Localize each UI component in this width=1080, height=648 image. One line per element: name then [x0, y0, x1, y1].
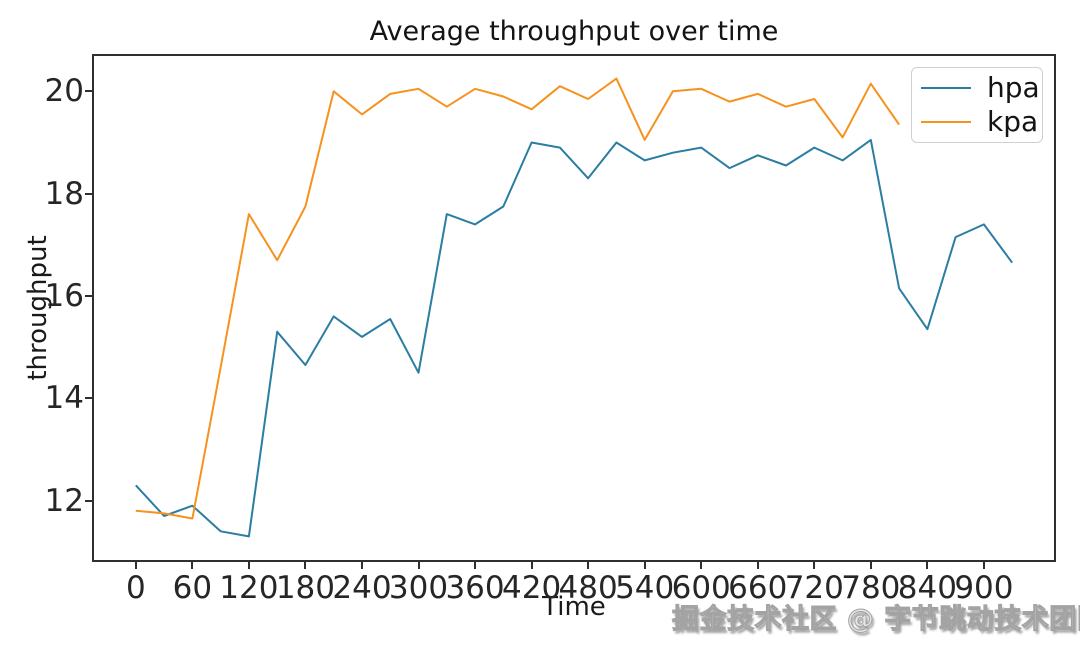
x-tick-mark — [247, 562, 250, 569]
plot-lines — [135, 77, 1014, 538]
y-tick-mark — [85, 397, 92, 400]
chart-title: Average throughput over time — [369, 16, 779, 47]
x-tick-label: 600 — [671, 570, 731, 606]
y-tick-label: 16 — [44, 277, 84, 314]
kpa-line — [135, 77, 900, 520]
x-tick-mark — [756, 562, 759, 569]
y-tick-mark — [85, 192, 92, 195]
y-tick-mark — [85, 499, 92, 502]
x-tick-label: 360 — [445, 570, 505, 606]
hpa-legend-line-icon — [921, 86, 971, 89]
x-tick-label: 840 — [897, 570, 957, 606]
x-tick-label: 0 — [125, 570, 146, 606]
x-tick-label: 900 — [954, 570, 1014, 606]
x-tick-mark — [926, 562, 929, 569]
x-tick-mark — [700, 562, 703, 569]
watermark: 掘金技术社区 @ 字节跳动技术团队 — [671, 604, 1080, 636]
plot-area — [92, 54, 1056, 562]
x-tick-label: 540 — [615, 570, 675, 606]
x-tick-label: 120 — [219, 570, 279, 606]
x-tick-mark — [360, 562, 363, 569]
x-axis-label: Time — [542, 592, 606, 622]
legend-item-hpa: hpa — [921, 71, 1040, 105]
x-tick-mark — [643, 562, 646, 569]
y-tick-label: 12 — [44, 482, 84, 519]
x-tick-label: 660 — [728, 570, 788, 606]
x-tick-label: 60 — [172, 570, 213, 606]
y-tick-mark — [85, 294, 92, 297]
y-tick-label: 14 — [44, 380, 84, 417]
x-tick-label: 720 — [784, 570, 844, 606]
x-tick-mark — [474, 562, 477, 569]
legend-label-kpa: kpa — [987, 105, 1039, 139]
x-tick-mark — [304, 562, 307, 569]
legend: hpa kpa — [911, 67, 1043, 143]
x-tick-label: 180 — [275, 570, 335, 606]
x-tick-mark — [813, 562, 816, 569]
kpa-legend-line-icon — [921, 121, 971, 124]
x-tick-label: 240 — [332, 570, 392, 606]
x-tick-label: 780 — [841, 570, 901, 606]
legend-label-hpa: hpa — [987, 70, 1040, 104]
x-tick-label: 300 — [388, 570, 449, 606]
x-tick-mark — [587, 562, 590, 569]
x-tick-mark — [530, 562, 533, 569]
x-tick-mark — [869, 562, 872, 569]
x-tick-label: 480 — [558, 570, 618, 606]
x-tick-mark — [982, 562, 985, 569]
y-tick-mark — [85, 90, 92, 93]
x-tick-mark — [191, 562, 194, 569]
y-tick-label: 18 — [44, 175, 84, 212]
x-tick-mark — [134, 562, 137, 569]
hpa-line — [135, 138, 1014, 538]
x-tick-label: 420 — [502, 570, 562, 606]
y-tick-label: 20 — [44, 73, 84, 110]
x-tick-mark — [417, 562, 420, 569]
legend-item-kpa: kpa — [921, 105, 1038, 139]
